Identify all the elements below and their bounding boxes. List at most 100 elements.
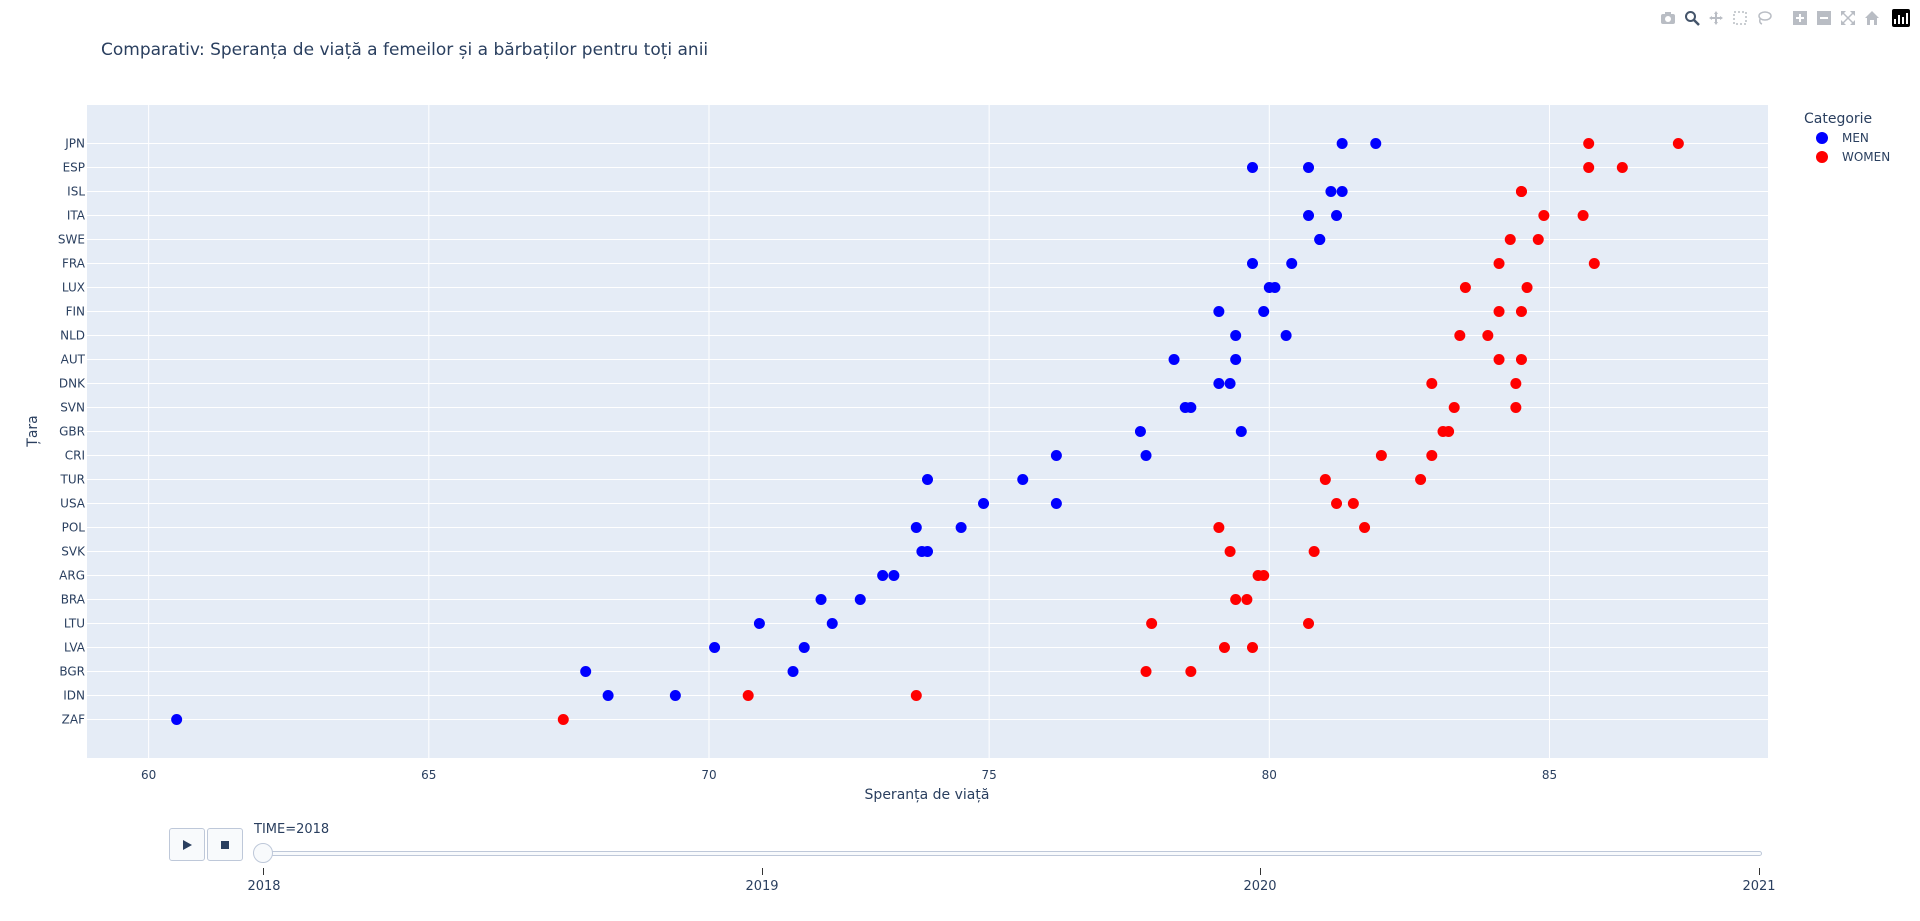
data-point-men[interactable] [1213,378,1225,389]
data-point-men[interactable] [910,522,922,533]
data-point-women[interactable] [1246,642,1258,653]
data-point-men[interactable] [171,714,183,725]
data-point-women[interactable] [910,690,922,701]
data-point-men[interactable] [1303,210,1315,221]
data-point-women[interactable] [1521,282,1533,293]
stop-button[interactable] [207,828,243,861]
data-point-men[interactable] [1263,282,1275,293]
data-point-men[interactable] [1017,474,1029,485]
slider-step-2018[interactable]: 2018 [247,879,281,894]
data-point-women[interactable] [1454,330,1466,341]
data-point-women[interactable] [1331,498,1343,509]
data-point-men[interactable] [1224,378,1236,389]
data-point-men[interactable] [1258,306,1270,317]
data-point-men[interactable] [1140,450,1152,461]
plotly-logo-icon[interactable] [1892,9,1910,27]
data-point-women[interactable] [1459,282,1471,293]
data-point-men[interactable] [1230,354,1242,365]
data-point-men[interactable] [877,570,889,581]
data-point-women[interactable] [1230,594,1242,605]
data-point-women[interactable] [557,714,569,725]
data-point-men[interactable] [1235,426,1247,437]
data-point-men[interactable] [1246,162,1258,173]
data-point-women[interactable] [1504,234,1516,245]
pan-icon[interactable] [1706,8,1726,28]
data-point-women[interactable] [1185,666,1197,677]
data-point-women[interactable] [1482,330,1494,341]
data-point-women[interactable] [1443,426,1455,437]
data-point-men[interactable] [1286,258,1298,269]
data-point-women[interactable] [1347,498,1359,509]
data-point-women[interactable] [1415,474,1427,485]
legend-item-men[interactable]: MEN [1816,131,1869,145]
time-slider-rail[interactable] [262,851,1762,856]
data-point-women[interactable] [1426,378,1438,389]
zoom-icon[interactable] [1682,8,1702,28]
data-point-women[interactable] [1375,450,1387,461]
data-point-women[interactable] [1308,546,1320,557]
home-icon[interactable] [1862,8,1882,28]
data-point-men[interactable] [1314,234,1326,245]
data-point-men[interactable] [1303,162,1315,173]
data-point-women[interactable] [1583,162,1595,173]
autoscale-icon[interactable] [1838,8,1858,28]
data-point-men[interactable] [580,666,592,677]
box-select-icon[interactable] [1730,8,1750,28]
data-point-men[interactable] [1213,306,1225,317]
data-point-men[interactable] [1050,498,1062,509]
play-button[interactable] [169,828,205,861]
data-point-men[interactable] [1336,186,1348,197]
data-points[interactable] [171,138,1684,725]
slider-step-2021[interactable]: 2021 [1742,879,1776,894]
data-point-women[interactable] [742,690,754,701]
data-point-men[interactable] [709,642,721,653]
data-point-women[interactable] [1140,666,1152,677]
data-point-men[interactable] [1185,402,1197,413]
data-point-men[interactable] [955,522,967,533]
data-point-women[interactable] [1515,186,1527,197]
zoom-out-icon[interactable] [1814,8,1834,28]
data-point-men[interactable] [1280,330,1292,341]
data-point-women[interactable] [1303,618,1315,629]
data-point-women[interactable] [1241,594,1253,605]
data-point-women[interactable] [1672,138,1684,149]
data-point-men[interactable] [978,498,990,509]
data-point-women[interactable] [1515,354,1527,365]
legend[interactable]: Categorie MEN WOMEN [1804,111,1890,164]
data-point-women[interactable] [1359,522,1371,533]
data-point-men[interactable] [1331,210,1343,221]
zoom-in-icon[interactable] [1790,8,1810,28]
data-point-women[interactable] [1493,306,1505,317]
data-point-women[interactable] [1538,210,1550,221]
time-slider-handle[interactable] [253,843,273,863]
data-point-men[interactable] [1336,138,1348,149]
data-point-men[interactable] [1325,186,1337,197]
data-point-men[interactable] [815,594,827,605]
data-point-men[interactable] [888,570,900,581]
data-point-men[interactable] [826,618,838,629]
data-point-women[interactable] [1583,138,1595,149]
data-point-women[interactable] [1493,258,1505,269]
data-point-men[interactable] [1370,138,1382,149]
data-point-women[interactable] [1493,354,1505,365]
data-point-women[interactable] [1510,402,1522,413]
data-point-men[interactable] [1050,450,1062,461]
slider-step-2019[interactable]: 2019 [745,879,779,894]
data-point-men[interactable] [1168,354,1180,365]
data-point-women[interactable] [1218,642,1230,653]
data-point-women[interactable] [1616,162,1628,173]
data-point-women[interactable] [1588,258,1600,269]
data-point-women[interactable] [1532,234,1544,245]
data-point-men[interactable] [1134,426,1146,437]
data-point-men[interactable] [798,642,810,653]
camera-icon[interactable] [1658,8,1678,28]
data-point-women[interactable] [1319,474,1331,485]
data-point-women[interactable] [1448,402,1460,413]
data-point-women[interactable] [1213,522,1225,533]
data-point-men[interactable] [854,594,866,605]
data-point-women[interactable] [1252,570,1264,581]
data-point-men[interactable] [1246,258,1258,269]
data-point-men[interactable] [1230,330,1242,341]
data-point-men[interactable] [753,618,765,629]
slider-step-2020[interactable]: 2020 [1243,879,1277,894]
